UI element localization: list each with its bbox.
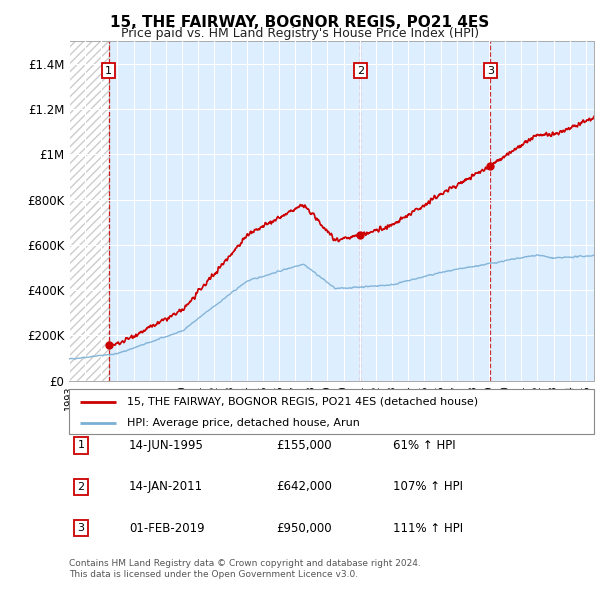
Text: Price paid vs. HM Land Registry's House Price Index (HPI): Price paid vs. HM Land Registry's House … — [121, 27, 479, 40]
Text: £950,000: £950,000 — [276, 522, 332, 535]
Text: 111% ↑ HPI: 111% ↑ HPI — [393, 522, 463, 535]
Text: 3: 3 — [487, 65, 494, 76]
Text: £642,000: £642,000 — [276, 480, 332, 493]
Bar — [69, 41, 109, 381]
Text: 14-JAN-2011: 14-JAN-2011 — [129, 480, 203, 493]
Text: This data is licensed under the Open Government Licence v3.0.: This data is licensed under the Open Gov… — [69, 571, 358, 579]
Text: 15, THE FAIRWAY, BOGNOR REGIS, PO21 4ES: 15, THE FAIRWAY, BOGNOR REGIS, PO21 4ES — [110, 15, 490, 30]
Text: 3: 3 — [77, 523, 85, 533]
Text: HPI: Average price, detached house, Arun: HPI: Average price, detached house, Arun — [127, 418, 359, 428]
Text: 1: 1 — [77, 441, 85, 450]
Text: 107% ↑ HPI: 107% ↑ HPI — [393, 480, 463, 493]
FancyBboxPatch shape — [69, 389, 594, 434]
Text: 2: 2 — [77, 482, 85, 491]
Text: £155,000: £155,000 — [276, 439, 332, 452]
Text: 61% ↑ HPI: 61% ↑ HPI — [393, 439, 455, 452]
Text: 15, THE FAIRWAY, BOGNOR REGIS, PO21 4ES (detached house): 15, THE FAIRWAY, BOGNOR REGIS, PO21 4ES … — [127, 397, 478, 407]
Text: 01-FEB-2019: 01-FEB-2019 — [129, 522, 205, 535]
Bar — [69, 41, 109, 381]
Text: Contains HM Land Registry data © Crown copyright and database right 2024.: Contains HM Land Registry data © Crown c… — [69, 559, 421, 568]
Text: 1: 1 — [105, 65, 112, 76]
Text: 2: 2 — [357, 65, 364, 76]
Text: 14-JUN-1995: 14-JUN-1995 — [129, 439, 204, 452]
